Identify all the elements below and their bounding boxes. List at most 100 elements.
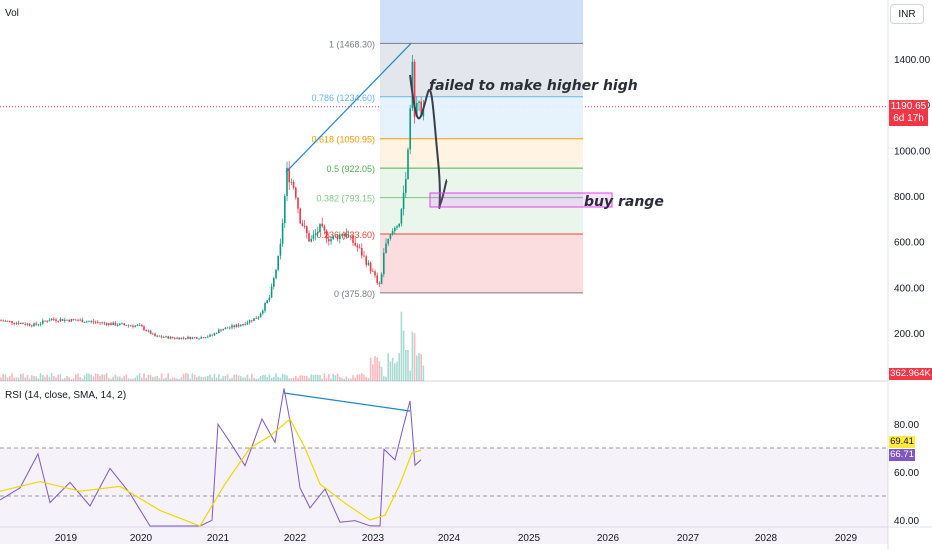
volume-bar — [325, 378, 328, 381]
candle-body — [202, 337, 205, 339]
candle-body — [114, 322, 117, 326]
candle-body — [86, 321, 88, 323]
candle-body — [345, 233, 348, 237]
candle-body — [325, 230, 328, 239]
volume-bar — [86, 373, 88, 381]
candle-body — [341, 234, 343, 236]
time-axis-label: 2023 — [362, 533, 385, 544]
volume-bar — [273, 376, 275, 381]
volume-bar — [303, 375, 306, 381]
volume-bar — [141, 377, 143, 381]
volume-bar — [215, 377, 218, 381]
candle-body — [235, 324, 238, 327]
volume-bar — [365, 376, 367, 381]
volume-bar — [75, 374, 77, 381]
volume-bar — [145, 378, 147, 381]
volume-bar — [180, 377, 183, 381]
candle-body — [55, 319, 57, 321]
fib-zone — [380, 233, 583, 293]
volume-bar — [101, 374, 103, 381]
volume-bar — [103, 374, 106, 381]
volume-bar — [242, 377, 244, 381]
candle-body — [156, 335, 158, 337]
fib-level-label: 1 (1468.30) — [329, 39, 375, 49]
candle-body — [266, 300, 268, 304]
volume-bar — [299, 375, 301, 381]
annotation-failed-higher-high[interactable]: failed to make higher high — [429, 78, 638, 94]
candle-body — [101, 322, 103, 324]
volume-bar — [413, 333, 416, 381]
volume-bar — [121, 378, 123, 381]
rsi-title[interactable]: RSI (14, close, SMA, 14, 2) — [5, 390, 127, 401]
candle-body — [328, 238, 330, 242]
volume-bar — [108, 377, 110, 381]
volume-bar — [116, 376, 119, 381]
time-axis-label: 2024 — [438, 533, 461, 544]
candle-body — [310, 238, 312, 242]
candle-body — [138, 324, 141, 326]
fib-zone — [380, 138, 583, 169]
volume-bar — [257, 378, 260, 381]
volume-bar — [226, 374, 229, 381]
candle-body — [22, 322, 24, 324]
volume-bar — [149, 374, 152, 381]
volume-bar — [24, 377, 26, 381]
volume-bar — [79, 376, 81, 381]
volume-bar — [354, 377, 356, 381]
volume-bar — [308, 378, 310, 381]
candle-body — [70, 319, 73, 322]
candle-body — [369, 262, 372, 272]
candle-body — [15, 322, 18, 324]
candle-body — [6, 320, 9, 322]
volume-bar — [361, 373, 363, 381]
volume-bar — [119, 376, 121, 381]
volume-bar — [136, 375, 139, 381]
volume-bar — [44, 376, 46, 381]
volume-bar — [339, 376, 341, 381]
volume-bar — [233, 374, 235, 381]
candle-body — [314, 233, 317, 236]
volume-bar — [191, 373, 194, 381]
candle-body — [321, 223, 323, 227]
candle-body — [196, 337, 198, 339]
volume-bar — [13, 377, 15, 381]
rsi-ma-tag: 69.41 — [889, 436, 915, 448]
candle-body — [180, 337, 183, 340]
candle-body — [39, 323, 42, 325]
candle-body — [125, 324, 128, 326]
candle-body — [204, 337, 207, 339]
time-axis-label: 2020 — [130, 533, 153, 544]
volume-bar — [99, 375, 101, 381]
price-axis-label: 1400.00 — [894, 55, 931, 66]
annotation-buy-range[interactable]: buy range — [584, 194, 664, 210]
candle-body — [103, 322, 106, 324]
time-axis-label: 2025 — [518, 533, 541, 544]
volume-bar — [46, 374, 48, 381]
volume-bar — [306, 375, 308, 381]
volume-bar — [130, 378, 132, 381]
candle-body — [116, 325, 119, 326]
candle-body — [363, 255, 365, 257]
volume-bar — [165, 377, 167, 381]
candle-body — [31, 325, 33, 327]
rsi-divergence-line — [283, 392, 411, 412]
candle-body — [218, 329, 220, 334]
volume-bar — [132, 378, 134, 381]
volume-bar — [290, 378, 293, 381]
candle-body — [299, 208, 301, 224]
volume-bar — [26, 375, 29, 381]
candle-body — [385, 243, 387, 253]
currency-button[interactable]: INR — [890, 4, 924, 24]
volume-bar — [319, 375, 321, 381]
candle-body — [24, 323, 26, 325]
fib-level-label: 0.786 (1234.60) — [311, 93, 375, 103]
candle-body — [105, 323, 108, 325]
trend-line — [285, 42, 412, 173]
candle-body — [367, 262, 370, 265]
volume-bar — [385, 376, 387, 381]
candle-body — [143, 326, 145, 330]
rsi-axis-label: 60.00 — [894, 468, 919, 479]
volume-bar — [213, 373, 216, 381]
